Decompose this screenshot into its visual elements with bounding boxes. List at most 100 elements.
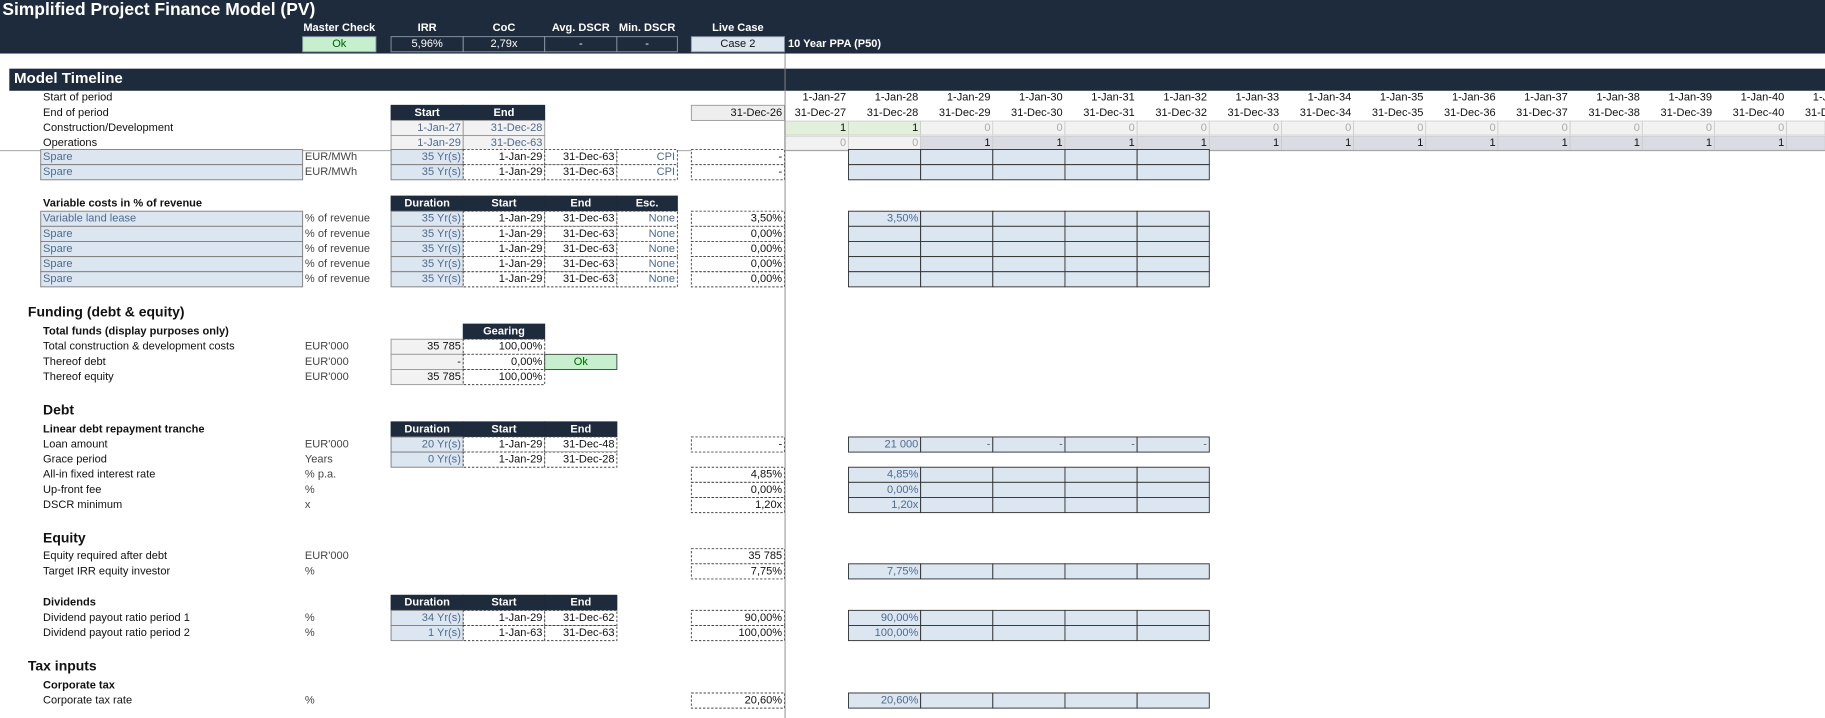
cell	[40, 271, 304, 288]
period-start: 1-Jan-36	[1452, 92, 1496, 104]
flag: 0	[1129, 122, 1135, 134]
flag: 1	[1634, 137, 1640, 149]
flag: 1	[1778, 137, 1784, 149]
period-end: 31-Dec-31	[1083, 107, 1135, 119]
timeline-value: 7,75%	[887, 565, 919, 577]
cell	[1136, 149, 1210, 166]
unit: %	[305, 484, 315, 496]
col-header: End	[570, 198, 591, 210]
flag: 1	[1056, 137, 1062, 149]
row-label: Grace period	[43, 454, 107, 466]
flag: 0	[1056, 122, 1062, 134]
end-date: 31-Dec-63	[563, 228, 615, 240]
cell	[1064, 625, 1138, 642]
col-header: Duration	[404, 198, 450, 210]
flag: 0	[1562, 122, 1568, 134]
section-title: Debt	[43, 401, 74, 417]
flag: 0	[1706, 122, 1712, 134]
cell	[462, 625, 546, 642]
period-start: 1-Jan-30	[1019, 92, 1063, 104]
cell	[920, 436, 994, 453]
cell	[1136, 210, 1210, 227]
case-name: 10 Year PPA (P50)	[788, 38, 881, 50]
end-date: 31-Dec-63	[563, 273, 615, 285]
unit: EUR/MWh	[305, 151, 357, 163]
flag: 1	[1562, 137, 1568, 149]
timeline-value: 20,60%	[881, 694, 919, 706]
row-label: Start of period	[43, 92, 112, 104]
cell	[1136, 692, 1210, 709]
flag: 1	[1489, 137, 1495, 149]
duration: 0 Yr(s)	[428, 454, 461, 466]
date: 31-Dec-63	[491, 137, 543, 149]
period-end: 31-Dec-36	[1444, 107, 1496, 119]
flag-cell	[1136, 120, 1210, 136]
cell	[390, 353, 464, 370]
cell	[1064, 164, 1138, 181]
cell	[690, 104, 785, 121]
flag-cell	[1641, 120, 1715, 136]
cell	[992, 256, 1066, 273]
timeline-value: -	[1059, 438, 1063, 450]
flag-cell	[848, 135, 921, 151]
cell	[920, 210, 994, 227]
value: 0,00%	[751, 258, 783, 270]
cell	[462, 164, 546, 181]
row-label: Dividend payout ratio period 2	[43, 627, 190, 639]
row-label: Thereof equity	[43, 371, 114, 383]
cell	[920, 497, 994, 514]
cell	[992, 210, 1066, 227]
check: Ok	[574, 356, 589, 368]
period-start: 1-Jan-37	[1524, 92, 1568, 104]
unit: % p.a.	[305, 469, 336, 481]
cell	[992, 609, 1066, 626]
flag: 0	[1345, 122, 1351, 134]
period-end: 31-Dec-38	[1588, 107, 1640, 119]
start-date: 1-Jan-29	[499, 166, 543, 178]
cell	[1136, 271, 1210, 288]
col-header: End	[570, 423, 591, 435]
cell	[690, 563, 785, 580]
value: 7,75%	[751, 565, 783, 577]
kpi-value: 2,79x	[490, 38, 518, 50]
row-label: Variable land lease	[43, 213, 136, 225]
flag: 1	[1706, 137, 1712, 149]
cell	[544, 353, 618, 370]
flag-cell	[784, 120, 849, 136]
flag-cell	[920, 120, 994, 136]
kpi-label: Min. DSCR	[619, 22, 675, 34]
cell	[920, 466, 994, 483]
flag-cell	[1353, 135, 1427, 151]
escalation: None	[649, 213, 675, 225]
unit: x	[305, 499, 311, 511]
value: 100,00%	[739, 627, 783, 639]
kpi-label: CoC	[493, 22, 516, 34]
period-start: 1-Jan-29	[947, 92, 991, 104]
row-label: DSCR minimum	[43, 499, 122, 511]
value: -	[778, 166, 782, 178]
value: 1,20x	[755, 499, 783, 511]
end-date: 31-Dec-63	[563, 166, 615, 178]
section-band	[9, 68, 1825, 91]
duration: 35 Yr(s)	[422, 166, 461, 178]
cell	[462, 353, 546, 370]
end-date: 31-Dec-62	[563, 612, 615, 624]
period-end: 31-Dec-40	[1733, 107, 1785, 119]
cell	[1064, 149, 1138, 166]
flag-cell	[1497, 120, 1571, 136]
flag-cell	[1786, 135, 1825, 151]
cell	[40, 256, 304, 273]
cell	[920, 625, 994, 642]
unit: EUR'000	[305, 371, 349, 383]
period-end: 31-Dec-32	[1155, 107, 1207, 119]
value: 4,85%	[751, 469, 783, 481]
cell	[848, 225, 922, 242]
period-start: 1-Jan-27	[803, 92, 847, 104]
amount: 35 785	[427, 371, 461, 383]
row-label: Construction/Development	[43, 122, 173, 134]
escalation: None	[649, 243, 675, 255]
cell	[992, 481, 1066, 498]
cell	[920, 271, 994, 288]
unit: % of revenue	[305, 273, 370, 285]
